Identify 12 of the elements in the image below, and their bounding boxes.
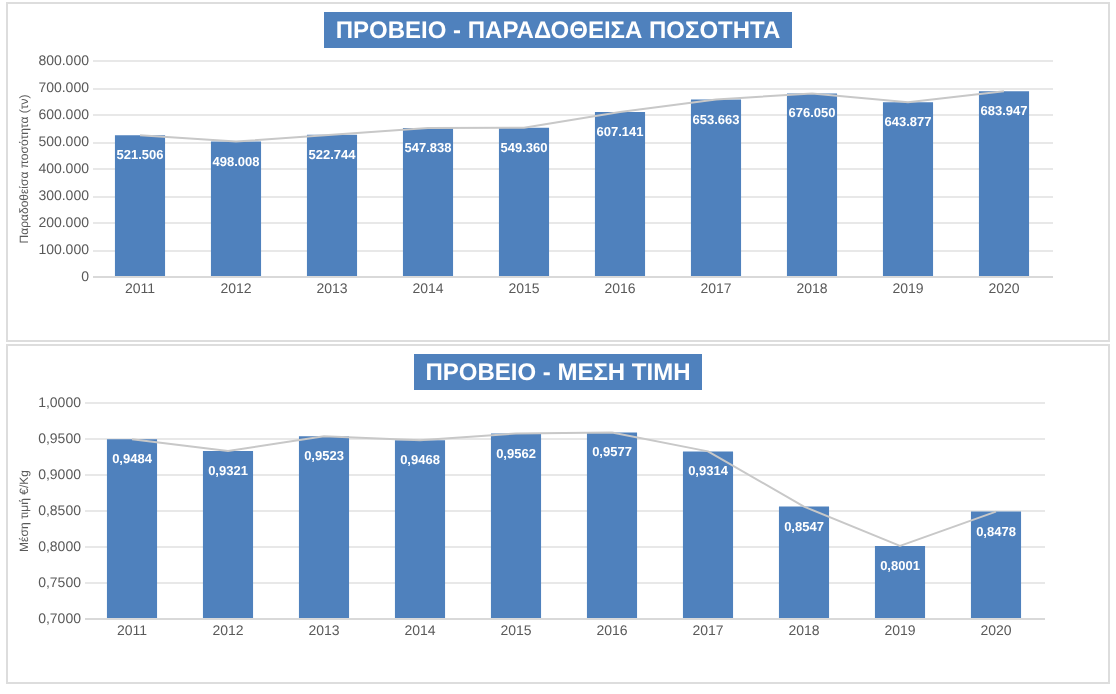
bar	[402, 128, 454, 276]
bar	[882, 102, 934, 276]
bar	[786, 93, 838, 276]
bar	[690, 99, 742, 276]
chart-title: ΠΡΟΒΕΙΟ - ΠΑΡΑΔΟΘΕΙΣΑ ΠΟΣΟΤΗΤΑ	[323, 12, 793, 48]
bar	[594, 112, 646, 276]
bar	[978, 91, 1030, 276]
chart-title: ΠΡΟΒΕΙΟ - ΜΕΣΗ ΤΙΜΗ	[413, 354, 703, 390]
bar	[498, 127, 550, 276]
bar	[306, 134, 358, 276]
bar	[210, 141, 262, 276]
bar	[114, 135, 166, 276]
